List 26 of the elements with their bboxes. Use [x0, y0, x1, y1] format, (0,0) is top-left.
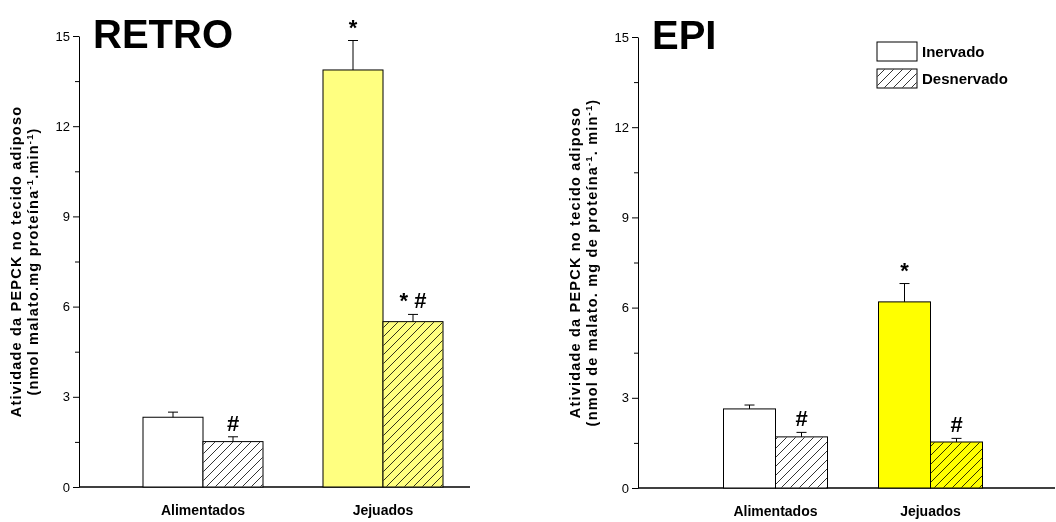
x-tick-label: Alimentados: [733, 503, 818, 519]
y-tick-label: 6: [62, 299, 70, 315]
y-tick-label: 12: [55, 118, 70, 134]
y-tick-label: 15: [55, 28, 70, 44]
x-tick-label: Alimentados: [160, 502, 246, 518]
y-tick-label: 3: [62, 389, 70, 405]
y-tick-label: 9: [62, 209, 70, 225]
annotation: * #: [399, 288, 427, 314]
legend-label: Inervado: [922, 43, 985, 60]
annotation: #: [795, 406, 808, 432]
chart-title: RETRO: [93, 12, 233, 56]
y-tick-label: 12: [614, 119, 629, 135]
legend-label: Desnervado: [922, 70, 1008, 87]
y-tick-label: 3: [621, 390, 629, 406]
chart-title: EPI: [652, 13, 717, 57]
annotation: *: [348, 14, 358, 40]
annotation: #: [950, 412, 963, 438]
y-tick-label: 0: [621, 480, 629, 496]
y-tick-label: 15: [614, 29, 629, 45]
y-tick-label: 9: [621, 210, 629, 226]
y-tick-label: 6: [621, 300, 629, 316]
y-tick-label: 0: [62, 479, 70, 495]
x-tick-label: Jejuados: [352, 502, 414, 518]
x-tick-label: Jejuados: [900, 503, 962, 519]
annotation: #: [226, 410, 240, 436]
annotation: *: [900, 257, 910, 283]
